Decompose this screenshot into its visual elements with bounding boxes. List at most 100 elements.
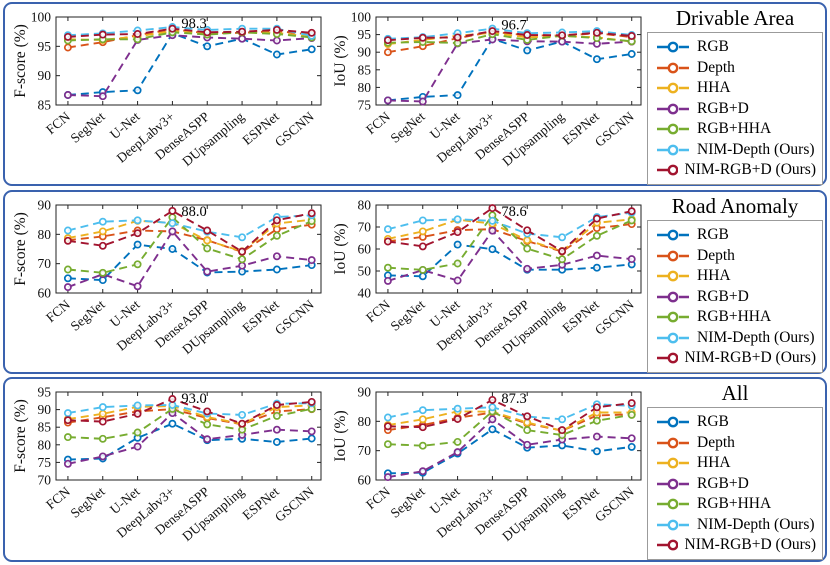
legend-road-anomaly: Road Anomaly RGB Depth HHA RGB+D RGB+HHA NIM-… xyxy=(647,193,823,373)
data-marker-rgb-d xyxy=(592,251,601,260)
legend-marker-nim-rgb-d-ours-icon xyxy=(657,352,678,364)
y-axis-label: F-score (%) xyxy=(12,399,29,473)
series-line-rgb-hha xyxy=(67,31,312,42)
data-marker-hha xyxy=(98,227,107,236)
data-marker-rgb xyxy=(63,274,72,283)
data-marker-nim-depth-ours xyxy=(63,226,72,235)
y-tick-label: 85 xyxy=(38,420,52,435)
x-tick-label: SegNet xyxy=(388,297,428,334)
legend-marker-rgb-d-icon xyxy=(657,291,689,303)
legend-label: RGB xyxy=(697,226,729,244)
data-marker-nim-rgb-d-ours xyxy=(592,28,601,37)
data-marker-rgb-hha xyxy=(133,260,142,269)
data-marker-rgb xyxy=(627,442,636,451)
legend-marker-depth-icon xyxy=(657,250,689,262)
data-marker-nim-rgb-d-ours xyxy=(558,426,567,435)
data-marker-rgb-d xyxy=(272,252,281,261)
chart-drivable-fscore: 85 90 95 100 FCN SegNet U-Net DeepLabv3+ DenseAS… xyxy=(11,6,329,182)
data-marker-rgb xyxy=(418,272,427,281)
y-tick-label: 85 xyxy=(38,98,52,113)
legend-label: RGB+D xyxy=(697,474,749,492)
data-marker-rgb xyxy=(203,42,212,51)
x-tick-label: SegNet xyxy=(388,484,428,521)
legend-label: NIM-Depth (Ours) xyxy=(697,140,815,158)
data-marker-rgb-d xyxy=(523,264,532,273)
data-marker-hha xyxy=(418,415,427,424)
data-marker-hha xyxy=(418,227,427,236)
y-tick-label: 60 xyxy=(358,242,372,257)
legend-label: HHA xyxy=(697,79,731,97)
data-marker-nim-depth-ours xyxy=(98,403,107,412)
series-line-rgb-d xyxy=(67,229,312,288)
data-marker-rgb xyxy=(168,419,177,428)
data-marker-nim-depth-ours xyxy=(453,404,462,413)
legend-label: Depth xyxy=(697,246,735,264)
data-marker-rgb-d xyxy=(133,282,142,291)
legend-marker-hha-icon xyxy=(657,457,689,469)
axes-box xyxy=(55,204,322,294)
data-marker-rgb-d xyxy=(383,473,392,482)
y-tick-label: 60 xyxy=(38,286,52,301)
panel-title: All xyxy=(721,381,749,405)
data-marker-rgb-hha xyxy=(63,265,72,274)
data-marker-nim-rgb-d-ours xyxy=(307,397,316,406)
data-marker-nim-rgb-d-ours xyxy=(627,399,636,408)
legend-marker-nim-depth-ours-icon xyxy=(657,332,689,344)
legend-drivable-area: Drivable Area RGB Depth HHA RGB+D RGB+HHA NIM… xyxy=(647,5,823,185)
data-marker-nim-rgb-d-ours xyxy=(488,204,497,213)
data-marker-nim-rgb-d-ours xyxy=(168,206,177,215)
data-marker-rgb-d xyxy=(627,255,636,264)
legend-label: RGB+D xyxy=(697,99,749,117)
panel-drivable-area: 85 90 95 100 FCN SegNet U-Net DeepLabv3+ DenseAS… xyxy=(3,2,827,186)
data-marker-nim-rgb-d-ours xyxy=(558,31,567,40)
axes-box xyxy=(375,16,642,106)
data-marker-rgb xyxy=(453,240,462,249)
series-line-nim-rgb-d-ours xyxy=(387,206,632,253)
data-marker-rgb-d xyxy=(307,256,316,265)
series-line-rgb-hha xyxy=(67,407,312,440)
data-marker-nim-depth-ours xyxy=(238,410,247,419)
x-tick-label: SegNet xyxy=(388,109,428,146)
data-marker-depth xyxy=(383,48,392,57)
data-marker-rgb-d xyxy=(523,440,532,449)
y-tick-label: 75 xyxy=(358,98,372,113)
data-marker-rgb-d xyxy=(418,97,427,106)
series-line-hha xyxy=(67,404,312,425)
data-marker-nim-depth-ours xyxy=(168,219,177,228)
y-tick-label: 80 xyxy=(38,227,52,242)
data-marker-rgb-d xyxy=(488,226,497,235)
series-line-rgb xyxy=(67,32,312,96)
data-marker-rgb xyxy=(133,240,142,249)
y-tick-label: 70 xyxy=(358,220,372,235)
data-marker-rgb-hha xyxy=(272,231,281,240)
legend-item-rgb-hha: RGB+HHA xyxy=(656,119,816,140)
data-marker-nim-rgb-d-ours xyxy=(488,395,497,404)
panel-all: 70 75 80 85 90 95 FCN SegNet U-Net DeepLabv3+ Dens… xyxy=(3,377,827,562)
legend-item-rgb-d: RGB+D xyxy=(656,474,816,495)
series-line-nim-depth-ours xyxy=(387,211,632,239)
legend-label: RGB+HHA xyxy=(697,308,772,326)
data-marker-rgb-hha xyxy=(558,255,567,264)
series-line-depth xyxy=(67,408,312,426)
legend-item-rgb-hha: RGB+HHA xyxy=(656,494,816,515)
data-marker-nim-rgb-d-ours xyxy=(63,236,72,245)
data-marker-nim-depth-ours xyxy=(63,409,72,418)
legend-label: NIM-RGB+D (Ours) xyxy=(684,349,816,367)
series-line-nim-depth-ours xyxy=(67,402,312,416)
x-tick-label: GSCNN xyxy=(592,297,637,338)
y-tick-label: 40 xyxy=(358,286,372,301)
x-tick-label: GSCNN xyxy=(272,484,317,525)
data-marker-nim-rgb-d-ours xyxy=(418,242,427,251)
legend-item-nim-depth-ours: NIM-Depth (Ours) xyxy=(656,515,816,536)
y-axis-label: IoU (%) xyxy=(332,35,349,86)
data-marker-nim-rgb-d-ours xyxy=(418,423,427,432)
axes-box xyxy=(55,16,322,106)
data-marker-nim-depth-ours xyxy=(418,406,427,415)
panel-title: Drivable Area xyxy=(675,6,795,30)
data-marker-nim-rgb-d-ours xyxy=(168,24,177,33)
y-tick-label: 90 xyxy=(38,198,52,213)
data-marker-nim-rgb-d-ours xyxy=(238,419,247,428)
data-marker-rgb xyxy=(488,425,497,434)
series-line-nim-depth-ours xyxy=(67,26,312,37)
